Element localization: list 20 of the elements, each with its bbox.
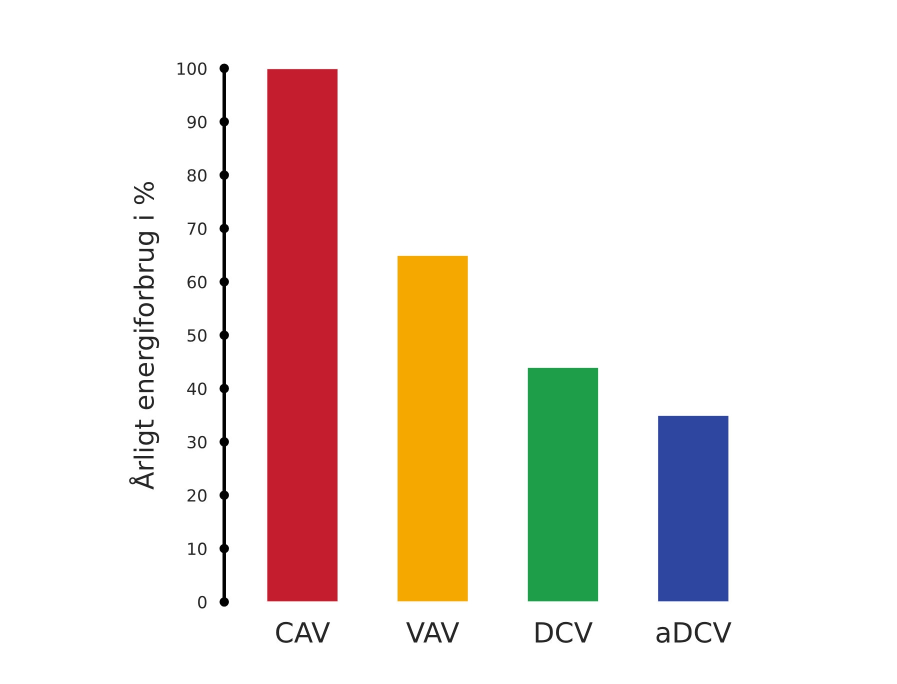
bar bbox=[396, 254, 470, 602]
y-axis-title: Årligt energiforbrug i % bbox=[129, 182, 160, 490]
y-tick-label: 70 bbox=[188, 222, 206, 236]
x-tick-label: aDCV bbox=[656, 622, 732, 643]
y-tick-label: 60 bbox=[188, 276, 206, 288]
y-tick-label: 100 bbox=[178, 62, 206, 75]
y-tick-label: 90 bbox=[187, 116, 206, 128]
y-tick-label: 10 bbox=[188, 542, 206, 556]
y-tick-label: 30 bbox=[188, 436, 206, 448]
y-tick-label: 20 bbox=[188, 489, 206, 502]
y-tick-label: 80 bbox=[188, 169, 206, 182]
y-tick-label: 40 bbox=[187, 382, 206, 396]
y-tick-label: 0 bbox=[198, 596, 206, 608]
bar bbox=[656, 414, 730, 602]
x-tick-label: CAV bbox=[276, 622, 330, 643]
x-tick-label: DCV bbox=[536, 622, 593, 643]
bar bbox=[266, 68, 339, 602]
y-tick-label: 50 bbox=[188, 329, 206, 342]
bar bbox=[526, 366, 600, 602]
x-tick-label: VAV bbox=[406, 622, 460, 642]
